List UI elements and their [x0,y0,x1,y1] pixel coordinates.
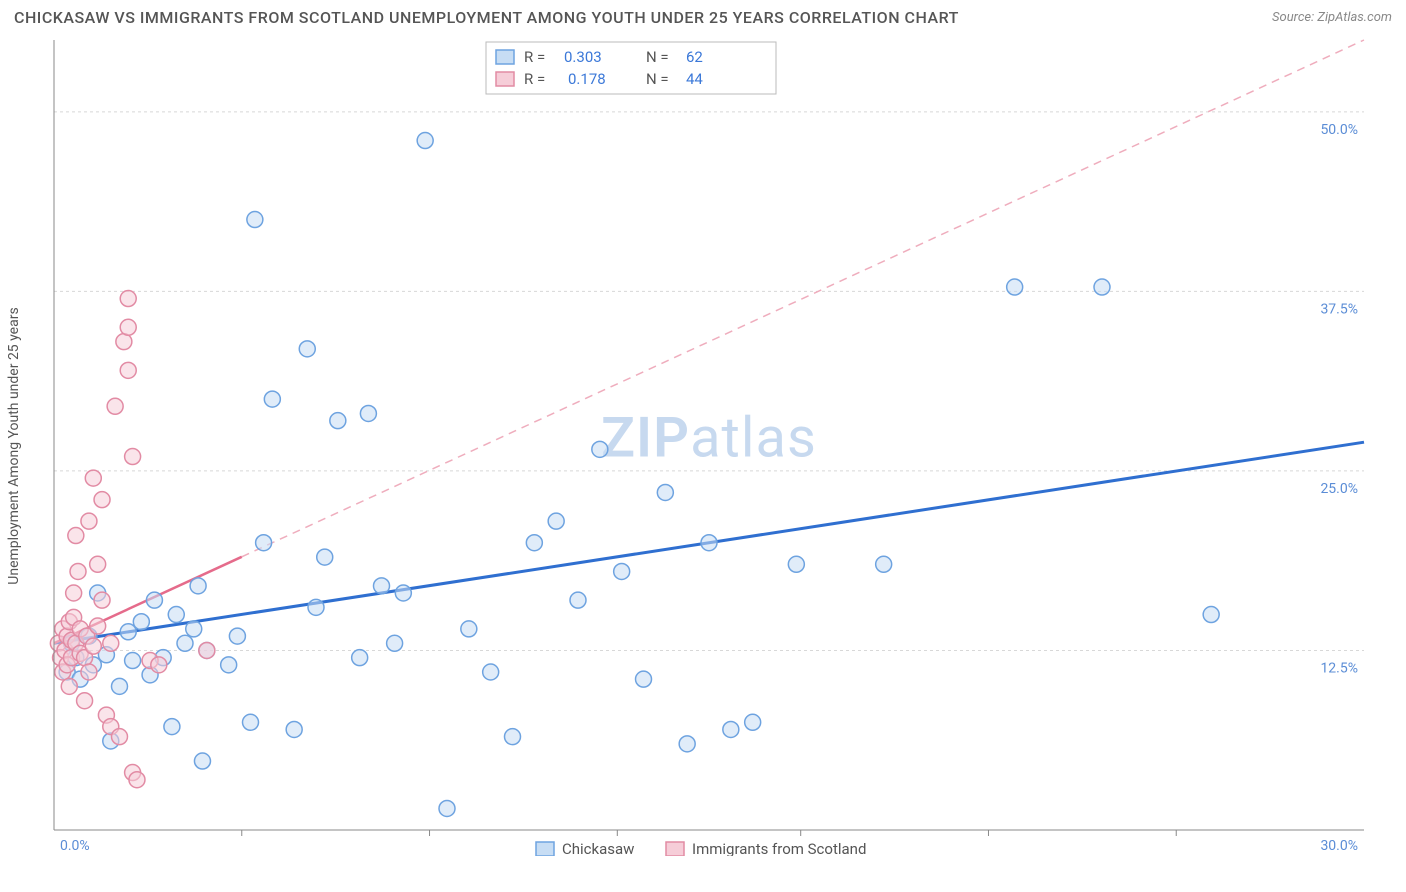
svg-text:12.5%: 12.5% [1320,660,1358,676]
svg-text:R =: R = [524,48,545,66]
chart-title: CHICKASAW VS IMMIGRANTS FROM SCOTLAND UN… [14,8,959,27]
svg-text:44: 44 [686,70,703,88]
svg-text:0.303: 0.303 [564,48,602,66]
svg-text:30.0%: 30.0% [1320,838,1358,854]
svg-text:37.5%: 37.5% [1320,301,1358,317]
source-label: Source: ZipAtlas.com [1272,10,1392,25]
svg-text:Immigrants from Scotland: Immigrants from Scotland [692,840,866,856]
svg-text:ZIPatlas: ZIPatlas [601,405,817,471]
svg-text:25.0%: 25.0% [1320,481,1358,497]
svg-text:62: 62 [686,48,703,66]
scatter-chart: 12.5% 25.0% 37.5% 50.0% ZIPatlas 0.0% 30.0% R =… [46,36,1386,856]
svg-text:0.0%: 0.0% [60,838,90,854]
y-axis-label: Unemployment Among Youth under 25 years [6,307,22,584]
svg-text:50.0%: 50.0% [1320,122,1358,138]
svg-text:R =: R = [524,70,545,88]
svg-text:0.178: 0.178 [568,70,606,88]
svg-text:N =: N = [646,48,669,66]
svg-text:N =: N = [646,70,669,88]
svg-text:Chickasaw: Chickasaw [562,840,634,856]
